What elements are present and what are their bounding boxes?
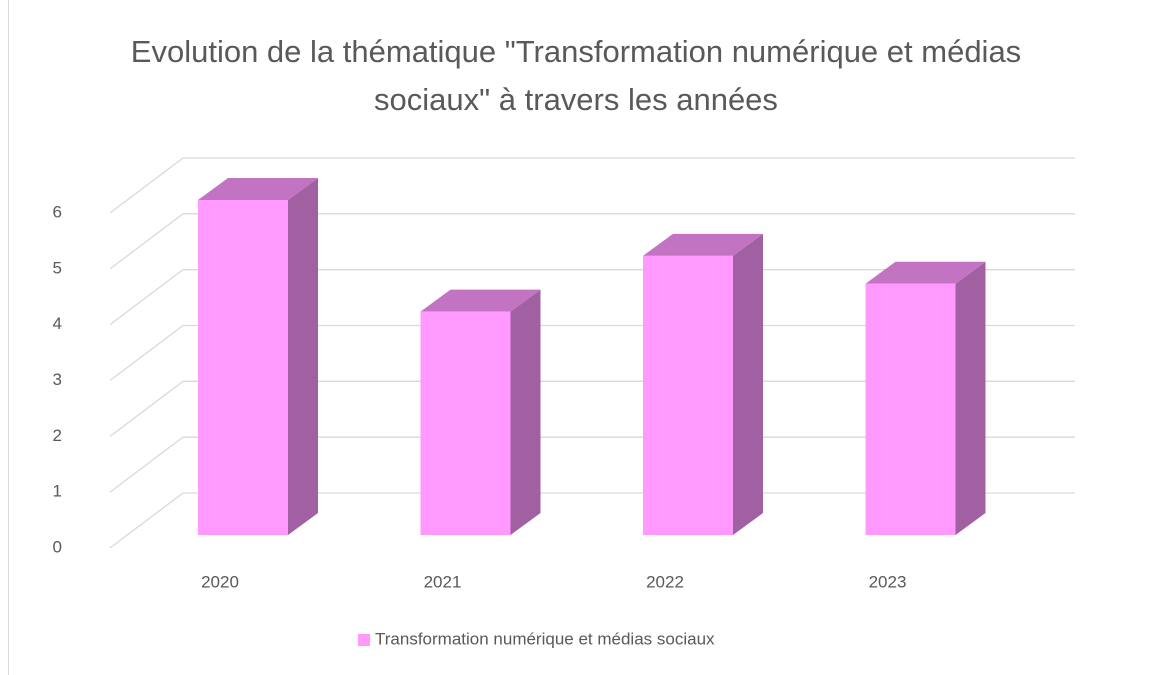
y-tick-label: 5 (53, 258, 62, 277)
legend-label: Transformation numérique et médias socia… (375, 629, 715, 648)
bar (865, 283, 956, 535)
grid-line-side (109, 269, 184, 326)
grid-line-side (109, 157, 184, 214)
bar-top (420, 289, 541, 312)
bar-side (510, 289, 541, 535)
chart-border (8, 0, 9, 675)
chart-title: Evolution de la thématique "Transformati… (130, 34, 1022, 117)
x-tick-label: 2021 (424, 572, 462, 591)
grid-line-side (109, 492, 184, 549)
legend-swatch (358, 634, 370, 646)
y-tick-label: 1 (53, 482, 62, 501)
grid-line-side (109, 213, 184, 270)
y-tick-label: 2 (53, 426, 62, 445)
bar (198, 200, 288, 535)
x-tick-label: 2020 (201, 572, 239, 591)
bar-side (955, 261, 986, 535)
bar-side (288, 178, 318, 535)
bar (420, 311, 511, 535)
x-tick-label: 2022 (646, 572, 684, 591)
grid-line-side (109, 324, 184, 382)
y-tick-label: 4 (53, 314, 62, 333)
x-tick-label: 2023 (869, 572, 907, 591)
y-tick-label: 0 (53, 537, 62, 556)
bar-side (733, 233, 763, 536)
bar-top (198, 178, 318, 200)
bar (643, 255, 733, 536)
y-tick-label: 3 (53, 370, 62, 389)
bar-top (643, 233, 763, 256)
grid-line-side (109, 380, 184, 437)
grid-line-side (109, 436, 184, 493)
y-tick-label: 6 (53, 202, 62, 221)
bar-top (865, 261, 986, 284)
